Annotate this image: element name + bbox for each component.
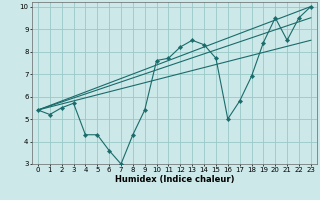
X-axis label: Humidex (Indice chaleur): Humidex (Indice chaleur) bbox=[115, 175, 234, 184]
